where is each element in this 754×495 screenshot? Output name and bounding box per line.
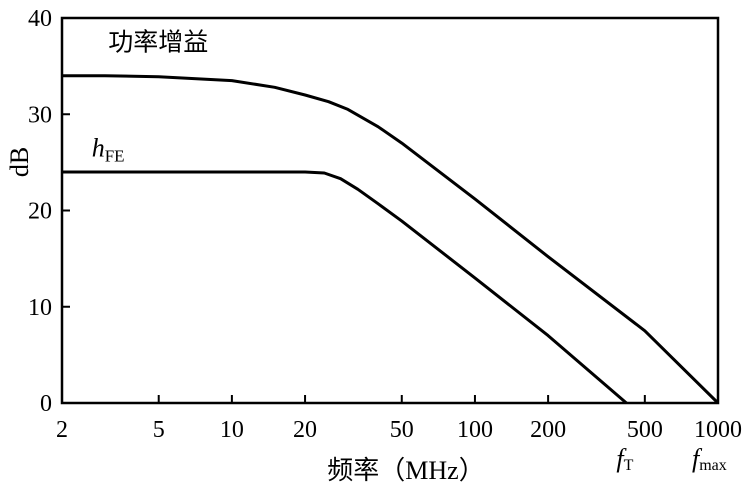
y-tick-label: 30 <box>28 102 52 128</box>
axis-ticks <box>62 113 646 403</box>
hfe-label: hFE <box>92 134 125 166</box>
axis-tick-labels: 2 5 10 20 50 100 200 500 1000 0 10 20 30 40 <box>28 6 742 443</box>
ft-annotation: fT <box>616 444 633 474</box>
series-labels: 功率增益 hFE fT fmax <box>92 28 727 474</box>
x-tick-label: 100 <box>457 417 493 443</box>
x-tick-label: 500 <box>627 417 663 443</box>
y-tick-label: 0 <box>40 391 52 417</box>
hfe-line <box>62 170 628 405</box>
y-tick-label: 10 <box>28 295 52 321</box>
x-tick-label: 200 <box>530 417 566 443</box>
power-gain-label: 功率增益 <box>108 28 208 57</box>
x-tick-label: 10 <box>220 417 244 443</box>
series-lines <box>62 74 720 405</box>
x-tick-label: 2 <box>56 417 68 443</box>
x-tick-label: 20 <box>293 417 317 443</box>
y-tick-label: 40 <box>28 6 52 32</box>
power-gain-line <box>62 74 720 405</box>
fmax-annotation: fmax <box>692 444 727 474</box>
x-tick-label: 1000 <box>694 417 742 443</box>
y-axis-title: dB <box>5 147 34 177</box>
x-axis-title: 频率（MHz） <box>327 456 484 485</box>
y-tick-label: 20 <box>28 199 52 225</box>
x-tick-label: 5 <box>153 417 165 443</box>
x-tick-label: 50 <box>390 417 414 443</box>
